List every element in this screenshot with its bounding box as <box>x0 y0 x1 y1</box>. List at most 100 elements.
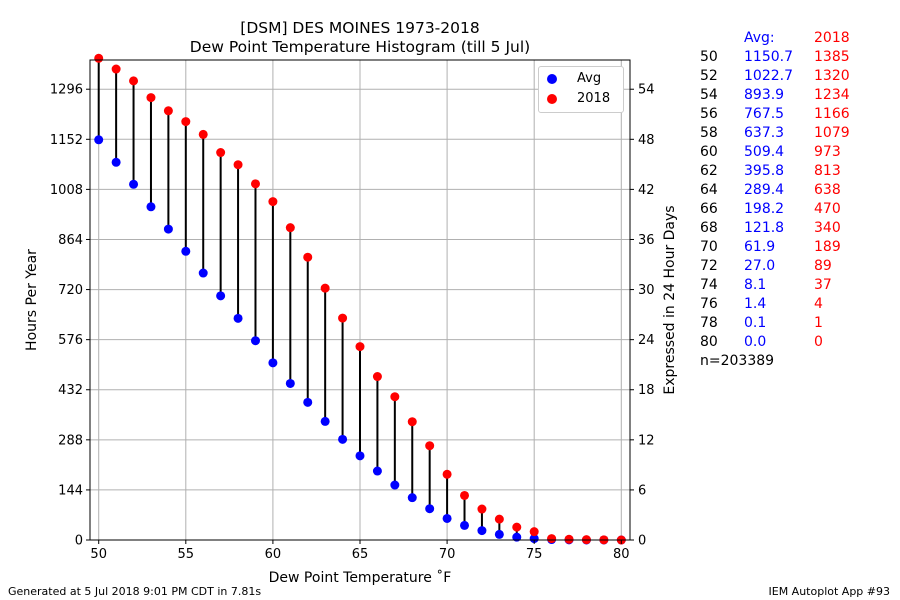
legend-label-2018: 2018 <box>577 91 610 106</box>
table-row: 64 289.4 638 <box>700 181 874 200</box>
y2-tick-label: 48 <box>638 133 655 148</box>
avg-cell: 1022.7 <box>744 67 814 86</box>
y2018-cell: 1320 <box>814 67 874 86</box>
chart-title: [DSM] DES MOINES 1973-2018 <box>90 19 630 37</box>
y-tick-label: 1008 <box>50 183 83 198</box>
y-tick-label: 144 <box>58 483 83 498</box>
temp-cell: 56 <box>700 105 744 124</box>
table-row: 62 395.8 813 <box>700 162 874 181</box>
table-row: 74 8.1 37 <box>700 276 874 295</box>
table-row: 56 767.5 1166 <box>700 105 874 124</box>
y2018-point <box>530 527 539 536</box>
y2018-point <box>477 505 486 514</box>
y2018-cell: 0 <box>814 333 874 352</box>
y2018-point <box>303 253 312 262</box>
avg-point <box>199 269 208 278</box>
table-row: 76 1.4 4 <box>700 295 874 314</box>
avg-point <box>112 158 121 167</box>
y2018-point <box>164 106 173 115</box>
avg-marker-icon <box>547 74 557 84</box>
x-axis-label: Dew Point Temperature ˚F <box>269 569 452 586</box>
avg-point <box>146 202 155 211</box>
avg-point <box>338 435 347 444</box>
y-tick-label: 1152 <box>50 133 83 148</box>
x-tick-label: 80 <box>613 547 630 562</box>
chart-subtitle: Dew Point Temperature Histogram (till 5 … <box>90 38 630 56</box>
avg-cell: 1.4 <box>744 295 814 314</box>
temp-cell: 64 <box>700 181 744 200</box>
y2018-point <box>146 93 155 102</box>
y2018-cell: 973 <box>814 143 874 162</box>
y2018-point <box>129 76 138 85</box>
y2018-point <box>234 160 243 169</box>
avg-cell: 0.1 <box>744 314 814 333</box>
temp-cell: 50 <box>700 48 744 67</box>
y2018-point <box>181 117 190 126</box>
y2018-point <box>390 392 399 401</box>
y2018-cell: 37 <box>814 276 874 295</box>
avg-point <box>164 225 173 234</box>
temp-cell: 54 <box>700 86 744 105</box>
y2018-point <box>373 372 382 381</box>
y2018-cell: 340 <box>814 219 874 238</box>
y2018-marker-icon <box>547 94 557 104</box>
y2018-cell: 813 <box>814 162 874 181</box>
header-avg: Avg: <box>744 29 814 48</box>
avg-cell: 289.4 <box>744 181 814 200</box>
avg-cell: 395.8 <box>744 162 814 181</box>
table-header: Avg: 2018 <box>700 29 874 48</box>
avg-point <box>94 135 103 144</box>
y2018-point <box>495 515 504 524</box>
table-row: 58 637.3 1079 <box>700 124 874 143</box>
avg-point <box>216 291 225 300</box>
table-row: 54 893.9 1234 <box>700 86 874 105</box>
y2018-point <box>321 284 330 293</box>
table-row: 68 121.8 340 <box>700 219 874 238</box>
y2018-cell: 1385 <box>814 48 874 67</box>
avg-point <box>495 530 504 539</box>
y2018-point <box>356 342 365 351</box>
table-row: 72 27.0 89 <box>700 257 874 276</box>
table-row: 78 0.1 1 <box>700 314 874 333</box>
temp-cell: 76 <box>700 295 744 314</box>
table-row: 66 198.2 470 <box>700 200 874 219</box>
y2-tick-label: 24 <box>638 333 655 348</box>
avg-point <box>390 481 399 490</box>
legend-item-2018: 2018 <box>547 91 610 106</box>
temp-cell: 70 <box>700 238 744 257</box>
y-axis-label: Hours Per Year <box>24 249 40 351</box>
y2-tick-label: 54 <box>638 83 655 98</box>
y2018-cell: 189 <box>814 238 874 257</box>
y2018-cell: 1234 <box>814 86 874 105</box>
temp-cell: 58 <box>700 124 744 143</box>
table-row: 50 1150.7 1385 <box>700 48 874 67</box>
temp-cell: 74 <box>700 276 744 295</box>
y2018-point <box>338 314 347 323</box>
y2018-point <box>199 130 208 139</box>
x-tick-label: 75 <box>526 547 543 562</box>
y2-tick-label: 30 <box>638 283 655 298</box>
x-tick-label: 55 <box>178 547 195 562</box>
avg-point <box>373 467 382 476</box>
temp-cell: 66 <box>700 200 744 219</box>
temp-cell: 80 <box>700 333 744 352</box>
y2018-point <box>286 223 295 232</box>
y2-tick-label: 12 <box>638 433 655 448</box>
summary-table: Avg: 2018 50 1150.7 1385 52 1022.7 1320 54 893.… <box>700 29 874 371</box>
y2018-cell: 1166 <box>814 105 874 124</box>
app-footer: IEM Autoplot App #93 <box>769 585 891 598</box>
y2-tick-label: 18 <box>638 383 655 398</box>
avg-point <box>181 247 190 256</box>
header-2018: 2018 <box>814 29 874 48</box>
x-tick-label: 65 <box>352 547 369 562</box>
generated-footer: Generated at 5 Jul 2018 9:01 PM CDT in 7… <box>8 585 261 598</box>
y2018-point <box>460 491 469 500</box>
avg-point <box>129 180 138 189</box>
avg-cell: 0.0 <box>744 333 814 352</box>
avg-cell: 121.8 <box>744 219 814 238</box>
avg-point <box>268 358 277 367</box>
avg-point <box>408 493 417 502</box>
avg-point <box>425 504 434 513</box>
avg-point <box>460 521 469 530</box>
temp-cell: 68 <box>700 219 744 238</box>
